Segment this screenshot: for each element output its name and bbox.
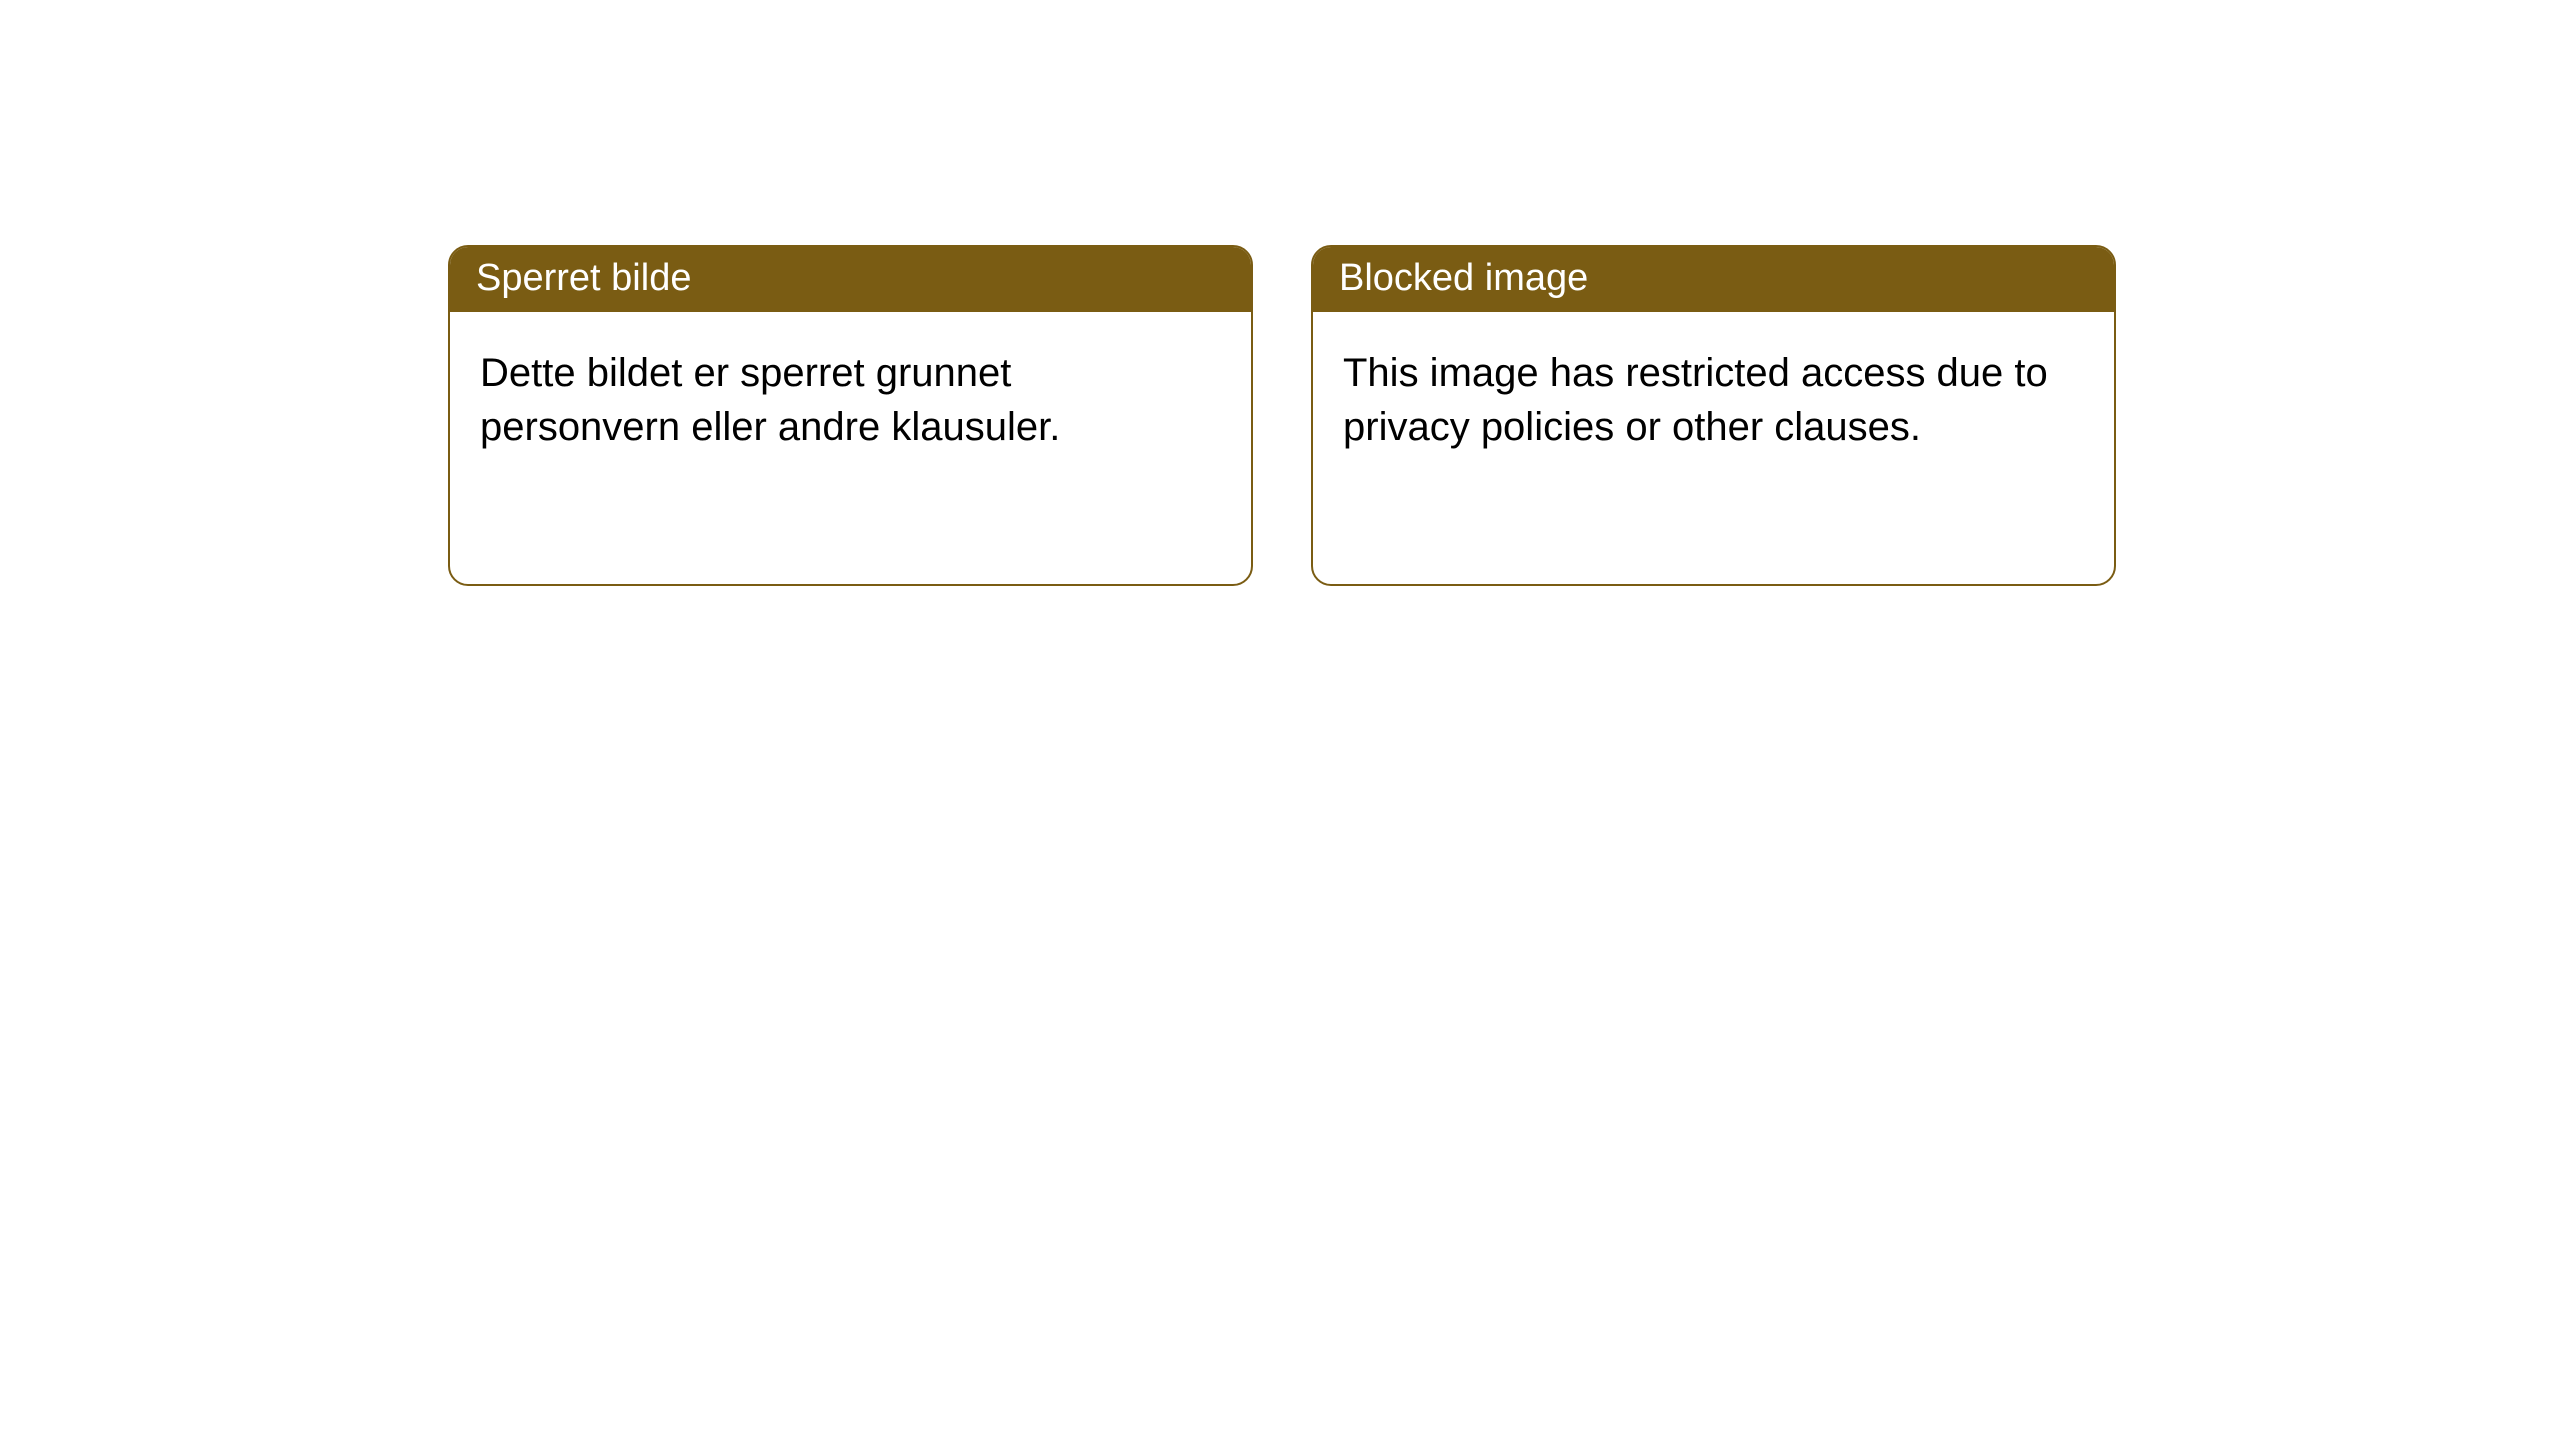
card-header: Blocked image — [1313, 247, 2114, 312]
blocked-image-card-no: Sperret bilde Dette bildet er sperret gr… — [448, 245, 1253, 586]
card-message: Dette bildet er sperret grunnet personve… — [480, 351, 1060, 449]
card-title: Blocked image — [1339, 257, 1588, 299]
card-message: This image has restricted access due to … — [1343, 351, 2048, 449]
card-container: Sperret bilde Dette bildet er sperret gr… — [0, 0, 2560, 586]
card-body: Dette bildet er sperret grunnet personve… — [450, 312, 1251, 584]
card-title: Sperret bilde — [476, 257, 691, 299]
card-header: Sperret bilde — [450, 247, 1251, 312]
blocked-image-card-en: Blocked image This image has restricted … — [1311, 245, 2116, 586]
card-body: This image has restricted access due to … — [1313, 312, 2114, 584]
